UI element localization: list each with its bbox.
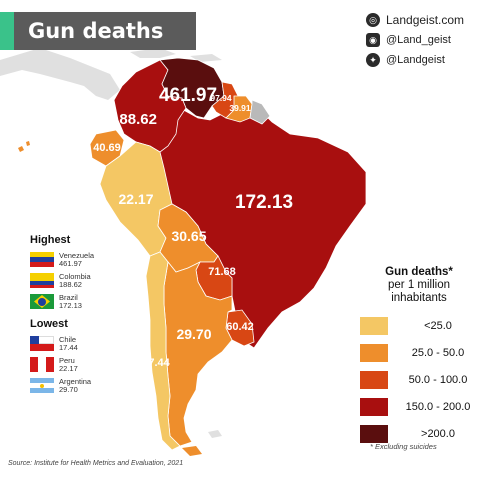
brand-twitter-row: ✦ @Landgeist [366,50,478,70]
argentina-flag-icon [30,378,54,393]
brand-site-row: ◎ Landgeist.com [366,10,478,30]
highest-heading: Highest [30,234,71,246]
legend-label: 50.0 - 100.0 [408,374,468,386]
value-label-chile: 17.44 [142,357,170,369]
value-label-suriname: 39.91 [229,103,251,113]
lowest-item-value: 29.70 [59,384,78,394]
brand-instagram[interactable]: @Land_geist [386,34,451,46]
legend-item: >200.0 [360,423,478,445]
legend-label: >200.0 [421,428,455,440]
legend-label: <25.0 [424,320,452,332]
title-bar: Gun deaths [0,12,196,50]
country-chile [145,251,181,451]
country-french-guiana [249,99,271,125]
legend-title: Gun deaths* [385,266,453,278]
legend-subtitle: per 1 million inhabitants [388,279,450,304]
value-label-venezuela: 461.97 [159,85,217,106]
globe-icon: ◎ [366,13,380,27]
legend: Gun deaths* per 1 million inhabitants <2… [360,266,478,450]
tierra-del-fuego [182,446,202,456]
highest-item: Colombia 188.62 [30,271,94,290]
lowest-item-value: 17.44 [59,342,78,352]
venezuela-flag-icon [30,252,54,267]
value-label-argentina: 29.70 [176,326,211,342]
highest-item-name: Brazil [59,292,78,302]
highest-item-name: Colombia [59,271,91,281]
instagram-icon: ◉ [366,33,380,47]
highest-item-name: Venezuela [59,250,95,260]
legend-item: <25.0 [360,315,478,337]
twitter-icon: ✦ [366,53,380,67]
legend-swatch [360,425,388,443]
falkland-islands [208,430,222,438]
colombia-flag-icon [30,273,54,288]
brand-site[interactable]: Landgeist.com [386,13,465,27]
lowest-item-value: 22.17 [59,363,78,373]
highest-item-value: 188.62 [59,279,82,289]
source-note: Source: Institute for Health Metrics and… [8,460,184,467]
highest-item-value: 172.13 [59,300,82,310]
legend-note: * Excluding suicides [370,442,437,451]
legend-label: 25.0 - 50.0 [411,347,465,359]
lowest-item-name: Chile [59,334,77,344]
legend-item: 150.0 - 200.0 [360,396,478,418]
value-label-ecuador: 40.69 [93,142,121,154]
value-label-brazil: 172.13 [235,192,293,213]
lowest-item: Peru 22.17 [30,355,91,374]
chile-flag-icon [30,336,54,351]
lowest-item: Chile 17.44 [30,334,91,353]
country-suriname [225,95,253,123]
legend-item: 25.0 - 50.0 [360,342,478,364]
value-label-paraguay: 71.68 [208,266,236,278]
highest-panel: Highest Venezuela 461.97 Colombia 188.62… [30,234,94,313]
title-accent [0,12,14,50]
value-label-uruguay: 60.42 [226,321,254,333]
legend-label: 150.0 - 200.0 [405,401,471,413]
legend-swatch [360,398,388,416]
value-label-peru: 22.17 [118,191,153,207]
country-venezuela [159,57,225,119]
highest-item: Venezuela 461.97 [30,250,94,269]
peru-flag-icon [30,357,54,372]
galapagos-islands [18,141,30,152]
caribbean-island [130,48,176,58]
lowest-item-name: Argentina [59,376,92,386]
brand-twitter[interactable]: @Landgeist [386,54,445,66]
lowest-heading: Lowest [30,318,68,330]
brand-block: ◎ Landgeist.com ◉ @Land_geist ✦ @Landgei… [366,10,478,70]
central-america-land [0,48,120,100]
legend-swatch [360,344,388,362]
lowest-panel: Lowest Chile 17.44 Peru 22.17 Argentina … [30,318,91,397]
brand-instagram-row: ◉ @Land_geist [366,30,478,50]
legend-swatch [360,371,388,389]
lowest-item: Argentina 29.70 [30,376,91,395]
value-label-guyana: 97.94 [210,93,232,103]
page-title: Gun deaths [28,19,164,43]
legend-swatch [360,317,388,335]
highest-item: Brazil 172.13 [30,292,94,311]
brazil-flag-icon [30,294,54,309]
lowest-item-name: Peru [59,355,75,365]
highest-item-value: 461.97 [59,258,82,268]
legend-item: 50.0 - 100.0 [360,369,478,391]
value-label-colombia: 188.62 [111,111,157,128]
value-label-bolivia: 30.65 [171,228,206,244]
